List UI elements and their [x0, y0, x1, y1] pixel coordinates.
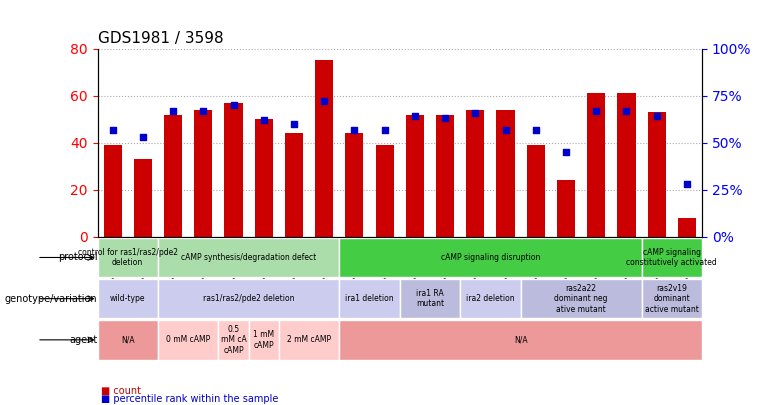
Point — [409, 113, 421, 119]
FancyBboxPatch shape — [249, 320, 279, 360]
Text: ■ count: ■ count — [101, 386, 141, 396]
Point — [378, 126, 391, 133]
Bar — [134, 159, 152, 237]
Point — [136, 134, 149, 141]
Bar — [376, 145, 394, 237]
Point — [227, 102, 239, 108]
Point — [620, 107, 633, 114]
Text: cAMP signaling disruption: cAMP signaling disruption — [441, 253, 540, 262]
Text: ira1 RA
mutant: ira1 RA mutant — [416, 289, 444, 308]
Text: ira2 deletion: ira2 deletion — [466, 294, 515, 303]
Point — [499, 126, 512, 133]
Bar — [526, 145, 544, 237]
Point — [197, 107, 210, 114]
Point — [439, 115, 452, 122]
Text: ■ percentile rank within the sample: ■ percentile rank within the sample — [101, 394, 278, 404]
FancyBboxPatch shape — [158, 238, 339, 277]
FancyBboxPatch shape — [339, 279, 399, 318]
FancyBboxPatch shape — [399, 279, 460, 318]
FancyBboxPatch shape — [279, 320, 339, 360]
Text: GDS1981 / 3598: GDS1981 / 3598 — [98, 31, 223, 46]
Text: protocol: protocol — [58, 252, 98, 262]
Text: ira1 deletion: ira1 deletion — [346, 294, 394, 303]
Bar — [618, 93, 636, 237]
FancyBboxPatch shape — [98, 279, 158, 318]
Point — [348, 126, 360, 133]
FancyBboxPatch shape — [339, 238, 641, 277]
FancyBboxPatch shape — [641, 279, 702, 318]
FancyBboxPatch shape — [339, 320, 702, 360]
Point — [318, 98, 331, 104]
Text: cAMP signaling
constitutively activated: cAMP signaling constitutively activated — [626, 248, 717, 267]
Point — [651, 113, 663, 119]
Text: genotype/variation: genotype/variation — [5, 294, 98, 304]
Bar — [346, 133, 363, 237]
Point — [681, 181, 693, 188]
Point — [560, 149, 573, 156]
FancyBboxPatch shape — [158, 279, 339, 318]
Text: ras2v19
dominant
active mutant: ras2v19 dominant active mutant — [645, 284, 699, 313]
Bar — [436, 115, 454, 237]
Point — [106, 126, 119, 133]
Text: N/A: N/A — [514, 335, 527, 344]
Bar — [678, 218, 696, 237]
Bar — [194, 110, 212, 237]
Bar — [285, 133, 303, 237]
Bar — [315, 60, 333, 237]
FancyBboxPatch shape — [641, 238, 702, 277]
Text: N/A: N/A — [121, 335, 134, 344]
Point — [257, 117, 270, 124]
FancyBboxPatch shape — [460, 279, 521, 318]
Text: 1 mM
cAMP: 1 mM cAMP — [254, 330, 275, 350]
Text: cAMP synthesis/degradation defect: cAMP synthesis/degradation defect — [181, 253, 316, 262]
FancyBboxPatch shape — [521, 279, 641, 318]
Bar — [466, 110, 484, 237]
FancyBboxPatch shape — [98, 320, 158, 360]
Bar — [587, 93, 605, 237]
Point — [167, 107, 179, 114]
FancyBboxPatch shape — [158, 320, 218, 360]
Point — [288, 121, 300, 127]
Bar — [497, 110, 515, 237]
Bar — [225, 103, 243, 237]
FancyBboxPatch shape — [218, 320, 249, 360]
Bar — [647, 112, 665, 237]
Text: 0 mM cAMP: 0 mM cAMP — [166, 335, 211, 344]
Bar — [406, 115, 424, 237]
FancyBboxPatch shape — [98, 238, 158, 277]
Bar — [104, 145, 122, 237]
Point — [590, 107, 602, 114]
Text: ras1/ras2/pde2 deletion: ras1/ras2/pde2 deletion — [203, 294, 294, 303]
Text: ras2a22
dominant neg
ative mutant: ras2a22 dominant neg ative mutant — [555, 284, 608, 313]
Bar — [254, 119, 273, 237]
Text: wild-type: wild-type — [110, 294, 146, 303]
Text: 0.5
mM cA
cAMP: 0.5 mM cA cAMP — [221, 325, 246, 355]
Text: 2 mM cAMP: 2 mM cAMP — [287, 335, 332, 344]
Point — [530, 126, 542, 133]
Text: control for ras1/ras2/pde2
deletion: control for ras1/ras2/pde2 deletion — [78, 248, 178, 267]
Bar — [164, 115, 182, 237]
Text: agent: agent — [69, 335, 98, 345]
Bar — [557, 180, 575, 237]
Point — [469, 109, 481, 116]
